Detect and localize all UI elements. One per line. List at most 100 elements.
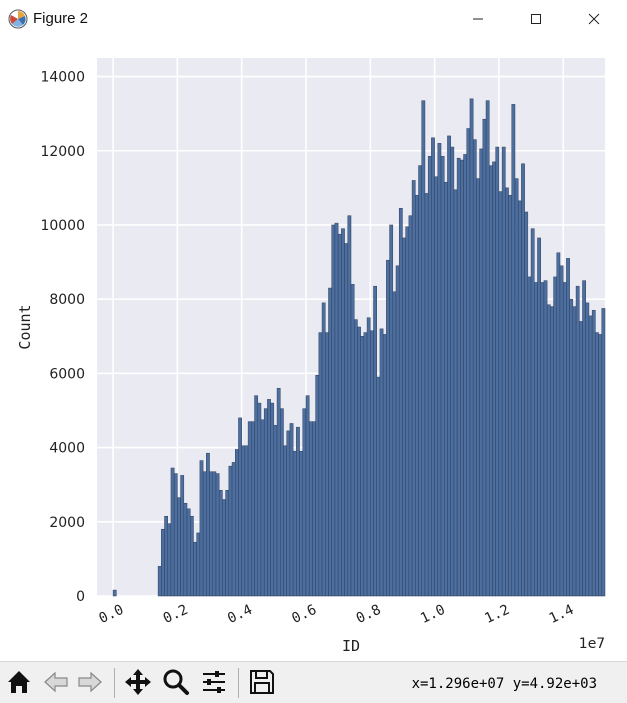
x-axis-label: ID bbox=[342, 637, 360, 655]
histogram-bar bbox=[283, 445, 287, 597]
histogram-bar bbox=[418, 165, 422, 597]
figure-canvas[interactable]: 0 2000 4000 6000 8000 10000 12000 14000 0.0 0.2 0… bbox=[0, 38, 627, 661]
histogram-bar bbox=[289, 423, 294, 597]
close-button[interactable] bbox=[565, 0, 623, 38]
histogram-bar bbox=[370, 330, 374, 597]
x-tick-label: 1.2 bbox=[482, 602, 512, 627]
x-tick-label: 0.2 bbox=[161, 602, 191, 627]
histogram-bar bbox=[225, 490, 230, 597]
save-button[interactable] bbox=[246, 666, 278, 698]
x-tick-label: 0.0 bbox=[97, 602, 127, 627]
histogram-bar bbox=[595, 332, 599, 597]
histogram-bar bbox=[524, 211, 529, 597]
histogram-bar bbox=[588, 315, 593, 597]
histogram-bar bbox=[228, 465, 233, 597]
histogram-bar bbox=[505, 187, 509, 597]
save-icon bbox=[250, 670, 274, 694]
histogram-bar bbox=[514, 178, 519, 597]
histogram-bar bbox=[530, 228, 535, 597]
histogram-bar bbox=[540, 282, 545, 597]
histogram-bar bbox=[395, 265, 400, 597]
histogram-bar bbox=[572, 306, 577, 597]
histogram-bar bbox=[437, 143, 442, 597]
histogram-bar bbox=[527, 276, 532, 597]
pan-icon bbox=[125, 669, 151, 695]
histogram-bar bbox=[222, 499, 226, 597]
histogram-bar bbox=[415, 195, 419, 597]
histogram-bar bbox=[337, 233, 342, 597]
histogram-bar bbox=[180, 475, 185, 597]
histogram-bar bbox=[157, 566, 162, 597]
histogram-bar bbox=[582, 280, 586, 597]
histogram-bar bbox=[521, 163, 525, 597]
histogram-bar bbox=[460, 159, 464, 597]
title-bar: Figure 2 bbox=[0, 0, 627, 38]
histogram-bar bbox=[495, 146, 500, 597]
pan-button[interactable] bbox=[122, 666, 154, 698]
histogram-bar bbox=[353, 319, 358, 597]
y-tick-label: 2000 bbox=[49, 515, 85, 531]
histogram-bar bbox=[167, 523, 172, 597]
histogram-bar bbox=[376, 376, 381, 597]
y-tick-label: 12000 bbox=[40, 144, 85, 160]
histogram-bar bbox=[193, 541, 197, 597]
histogram-bar bbox=[443, 182, 448, 597]
histogram-bar bbox=[202, 471, 207, 597]
histogram-bar bbox=[344, 243, 349, 597]
histogram-bar bbox=[373, 285, 377, 597]
forward-button[interactable] bbox=[74, 666, 106, 698]
histogram-bar bbox=[189, 515, 194, 597]
configure-subplots-button[interactable] bbox=[198, 666, 230, 698]
maximize-button[interactable] bbox=[507, 0, 565, 38]
histogram-bar bbox=[366, 317, 371, 597]
histogram-bar bbox=[534, 282, 538, 597]
histogram-bar bbox=[466, 128, 471, 597]
configure-subplots-icon bbox=[203, 671, 225, 693]
toolbar-separator bbox=[238, 668, 239, 698]
histogram-bar bbox=[302, 408, 307, 597]
histogram-bar bbox=[382, 334, 387, 597]
navigation-toolbar: x=1.296e+07 y=4.92e+03 bbox=[0, 661, 627, 703]
home-icon bbox=[8, 671, 30, 693]
histogram-bar bbox=[405, 226, 410, 597]
x-tick-label: 0.4 bbox=[225, 602, 255, 627]
minimize-button[interactable] bbox=[449, 0, 507, 38]
zoom-button[interactable] bbox=[160, 666, 192, 698]
histogram-bar bbox=[566, 258, 570, 597]
histogram-bar bbox=[292, 451, 297, 597]
histogram-bar bbox=[263, 408, 268, 597]
histogram-bar bbox=[537, 237, 541, 597]
histogram-bar bbox=[341, 228, 345, 597]
bars bbox=[112, 98, 606, 597]
histogram-bar bbox=[543, 280, 548, 597]
histogram-bar bbox=[299, 451, 304, 597]
histogram-bar bbox=[379, 328, 384, 597]
histogram-bar bbox=[238, 417, 242, 597]
y-tick-label: 4000 bbox=[49, 441, 85, 457]
histogram-bar bbox=[305, 395, 310, 597]
back-button[interactable] bbox=[40, 666, 72, 698]
histogram-bar bbox=[601, 308, 606, 597]
histogram-bar bbox=[456, 157, 461, 597]
zoom-icon bbox=[163, 669, 189, 695]
histogram-bar bbox=[112, 589, 117, 597]
histogram-bar bbox=[196, 532, 201, 597]
histogram-bar bbox=[318, 332, 323, 597]
histogram-bar bbox=[347, 215, 352, 597]
histogram-bar bbox=[312, 421, 316, 597]
histogram-bar bbox=[241, 445, 246, 597]
histogram-bar bbox=[267, 399, 271, 597]
histogram-bar bbox=[247, 421, 252, 597]
close-icon bbox=[588, 13, 600, 25]
histogram-bar bbox=[215, 473, 220, 597]
histogram-bar bbox=[569, 298, 574, 597]
histogram-bar bbox=[386, 259, 390, 597]
histogram-bar bbox=[363, 332, 368, 597]
histogram-bar bbox=[511, 104, 516, 597]
x-tick-label: 1.4 bbox=[547, 602, 577, 627]
minimize-icon bbox=[473, 18, 483, 20]
x-tick-label: 0.6 bbox=[289, 602, 319, 627]
histogram-bar bbox=[244, 445, 249, 597]
home-button[interactable] bbox=[3, 666, 35, 698]
